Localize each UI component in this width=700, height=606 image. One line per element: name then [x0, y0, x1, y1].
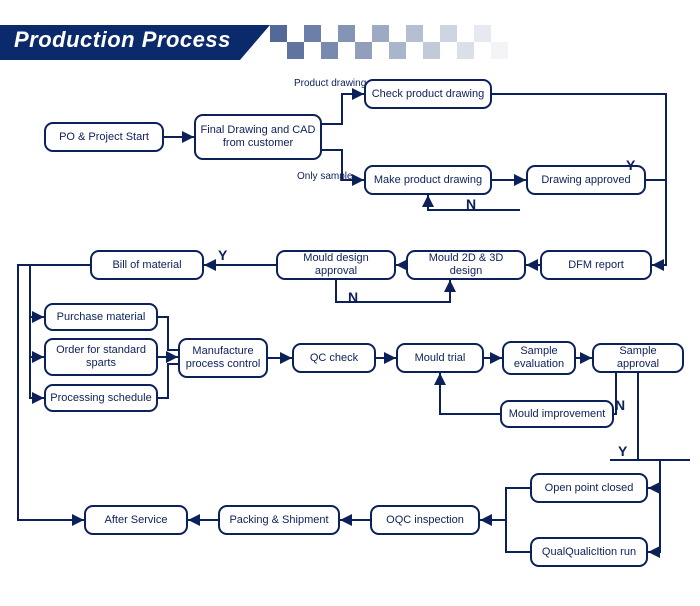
node-sevaluate: Sample evaluation	[502, 341, 576, 375]
edge-label: N	[348, 289, 358, 305]
node-purmat: Purchase material	[44, 303, 158, 331]
edge-label: Product drawing	[294, 78, 366, 89]
node-bom: Bill of material	[90, 250, 204, 280]
edge-label: N	[466, 196, 476, 212]
edge-label: Y	[618, 443, 627, 459]
edge-label: Only sample	[297, 171, 353, 182]
node-po: PO & Project Start	[44, 122, 164, 152]
edge	[506, 520, 530, 552]
edge	[322, 94, 364, 124]
node-ordstd: Order for standard sparts	[44, 338, 158, 376]
node-openpt: Open point closed	[530, 473, 648, 503]
flowchart-canvas: Production Process PO & Project Start Fin…	[0, 0, 700, 606]
edge-label: N	[615, 397, 625, 413]
node-mpc: Manufacture process control	[178, 338, 268, 378]
node-checkpd: Check product drawing	[364, 79, 492, 109]
node-mimprove: Mould improvement	[500, 400, 614, 428]
edge	[30, 357, 44, 398]
node-qualrun: QualQualicItion run	[530, 537, 648, 567]
header-title: Production Process	[14, 27, 231, 53]
header-bar: Production Process	[0, 25, 700, 60]
node-after: After Service	[84, 505, 188, 535]
edge-label: Y	[218, 247, 227, 263]
node-mtrial: Mould trial	[396, 343, 484, 373]
edge	[648, 460, 660, 488]
node-oqc: OQC inspection	[370, 505, 480, 535]
node-makepd: Make product drawing	[364, 165, 492, 195]
node-m23d: Mould 2D & 3D design	[406, 250, 526, 280]
edge	[30, 317, 44, 357]
node-sapprove: Sample approval	[592, 343, 684, 373]
node-procsch: Processing schedule	[44, 384, 158, 412]
node-qc: QC check	[292, 343, 376, 373]
edge-label: Y	[626, 157, 635, 173]
node-pack: Packing & Shipment	[218, 505, 340, 535]
node-fdraw: Final Drawing and CAD from customer	[194, 114, 322, 160]
edge	[648, 460, 660, 552]
edge	[480, 488, 530, 520]
node-mda: Mould design approval	[276, 250, 396, 280]
edge	[158, 364, 178, 398]
node-dfm: DFM report	[540, 250, 652, 280]
edge	[440, 373, 500, 414]
edge	[158, 317, 178, 350]
edge	[30, 265, 44, 317]
